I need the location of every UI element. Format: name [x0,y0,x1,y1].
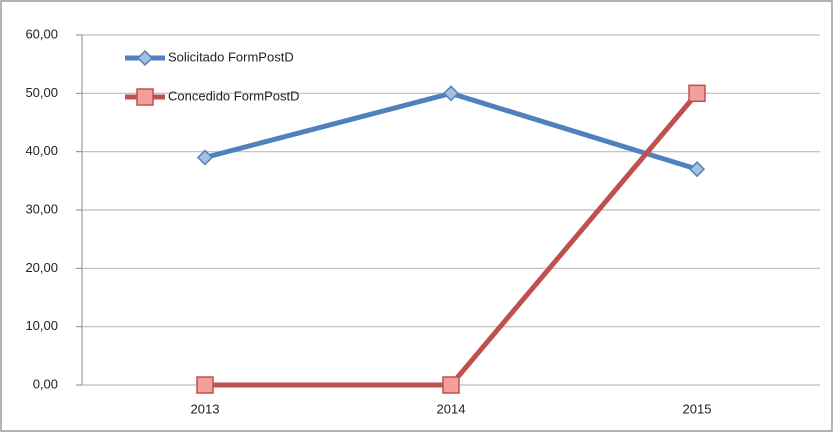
y-tick-label: 10,00 [25,318,58,333]
y-tick-label: 50,00 [25,85,58,100]
y-tick-label: 0,00 [33,376,58,391]
legend-marker [136,88,154,106]
data-point [688,84,706,103]
x-tick-label: 2015 [683,401,712,416]
x-tick-label: 2013 [191,401,220,416]
x-tick-label: 2014 [437,401,466,416]
y-tick-label: 30,00 [25,201,58,216]
y-tick-label: 40,00 [25,143,58,158]
data-point [442,85,460,102]
legend-marker [136,49,154,67]
data-point [442,376,460,394]
y-tick-label: 60,00 [25,26,58,41]
data-point [196,376,214,394]
y-tick-label: 20,00 [25,260,58,275]
data-point [688,161,706,178]
legend-label: Solicitado FormPostD [168,49,294,64]
legend-label: Concedido FormPostD [168,88,300,103]
data-point [196,149,214,166]
